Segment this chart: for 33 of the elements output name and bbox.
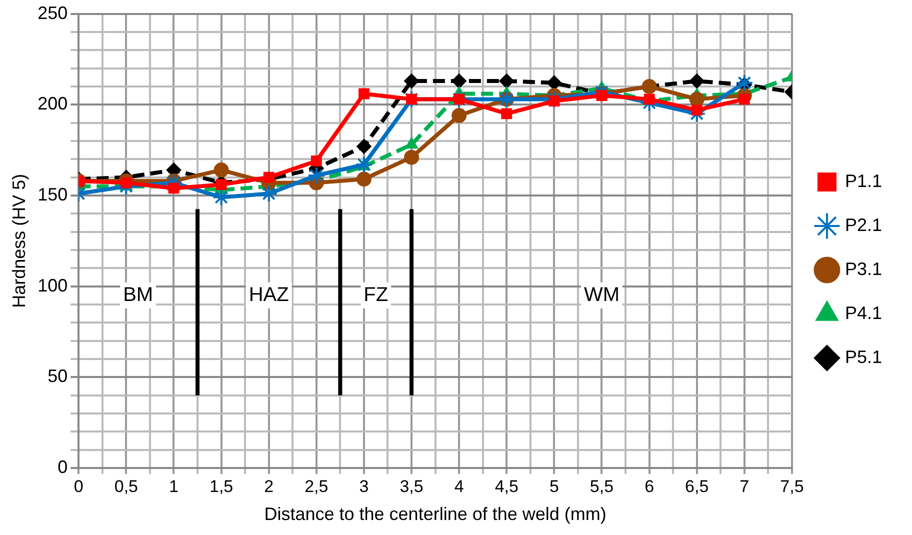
x-tick-label: 0 [74,476,84,496]
legend-label: P1.1 [844,170,882,191]
x-tick-label: 1 [169,476,178,496]
x-tick-label: 7 [740,476,750,496]
x-tick-label: 2,5 [304,476,328,496]
legend-label: P5.1 [844,346,882,367]
x-tick-label: 1,5 [209,476,234,496]
legend-label: P2.1 [844,214,882,235]
x-tick-label: 4 [454,476,464,496]
y-tick-label: 150 [38,184,68,204]
annotation: HAZ [248,284,289,306]
legend-label: P3.1 [844,258,882,279]
x-tick-label: 7,5 [780,476,804,496]
annotation: BM [123,284,154,306]
x-tick-label: 2 [264,476,274,496]
x-tick-label: 6,5 [685,476,709,496]
y-tick-label: 0 [58,456,68,477]
annotation: WM [584,284,620,306]
legend-label: P4.1 [844,302,882,323]
x-tick-label: 3 [359,476,369,496]
x-tick-label: 6 [644,476,654,496]
y-axis-title: Hardness (HV 5) [8,174,29,308]
x-axis-title: Distance to the centerline of the weld (mm) [264,504,606,524]
y-tick-label: 200 [38,94,68,114]
y-tick-label: 250 [38,2,68,23]
x-tick-label: 5,5 [590,476,614,496]
x-tick-label: 3,5 [400,476,424,496]
y-tick-label: 50 [48,366,68,386]
x-tick-label: 4,5 [494,476,518,496]
x-tick-label: 5 [549,476,559,496]
x-tick-label: 0,5 [114,476,138,496]
y-tick-label: 100 [38,275,68,296]
annotation: FZ [364,284,388,306]
